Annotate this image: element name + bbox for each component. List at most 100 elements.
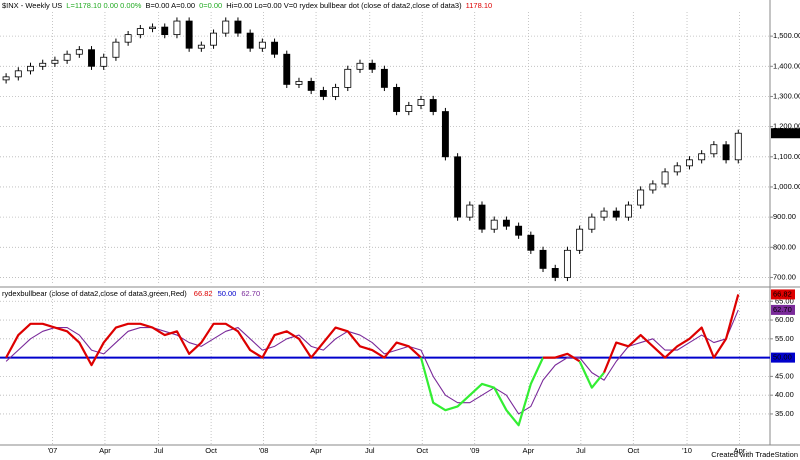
indicator-line	[603, 294, 740, 374]
x-tick-label: '09	[470, 446, 480, 455]
candle-body	[2, 76, 10, 81]
candle-body	[649, 183, 657, 191]
candle-body	[100, 56, 108, 67]
legend-value: 66.82	[194, 289, 213, 298]
x-tick-label: '07	[48, 446, 58, 455]
value-box	[771, 352, 795, 363]
candle-body	[136, 28, 144, 36]
candle-body	[197, 44, 205, 49]
candle-body	[319, 90, 327, 97]
candle-body	[307, 80, 315, 91]
indicator-line	[419, 357, 545, 427]
candle-body	[185, 20, 193, 49]
y-tick-label: 1,300.00	[773, 91, 800, 100]
header-item: B=0.00 A=0.00	[145, 1, 195, 10]
footer: Created with TradeStation	[711, 450, 798, 459]
x-tick-label: Apr	[523, 446, 535, 455]
y-tick-label: 65.00	[775, 296, 794, 305]
x-tick-label: Jul	[154, 446, 164, 455]
candle-body	[441, 111, 449, 158]
candle-body	[637, 189, 645, 206]
value-box	[771, 289, 795, 300]
candle-body	[88, 49, 95, 67]
value-box-label: 66.82	[773, 289, 792, 298]
y-tick-label: 800.00	[773, 242, 796, 251]
candle-body	[246, 32, 254, 49]
candle-body	[332, 87, 340, 97]
x-tick-label: Jul	[576, 446, 586, 455]
value-box-label: 62.70	[773, 305, 792, 314]
header-item: 0=0.00	[199, 1, 222, 10]
x-tick-label: Oct	[205, 446, 218, 455]
candle-body	[393, 87, 401, 112]
header-item: Hi=0.00 Lo=0.00 V=0 rydex bullbear dot (…	[226, 1, 462, 10]
candle-body	[149, 26, 156, 29]
candle-body	[551, 268, 559, 278]
candle-body	[210, 32, 218, 46]
candle-body	[368, 62, 376, 70]
y-tick-label: 35.00	[775, 409, 794, 418]
x-tick-label: '10	[682, 446, 692, 455]
y-tick-label: 1,500.00	[773, 31, 800, 40]
candle-body	[661, 171, 669, 185]
candle-body	[417, 99, 425, 106]
candle-body	[588, 216, 596, 230]
candle-body	[75, 49, 83, 55]
candle-body	[722, 144, 730, 161]
header: $INX - Weekly US L=1178.10 0.00 0.00% B=0.…	[2, 1, 492, 10]
candle-body	[222, 20, 230, 34]
indicator-title: rydexbullbear (close of data2,close of d…	[2, 289, 187, 298]
x-tick-label: Oct	[627, 446, 640, 455]
y-tick-label: 55.00	[775, 334, 794, 343]
indicator-line	[543, 352, 581, 363]
candle-body	[234, 20, 242, 34]
y-tick-label: 40.00	[775, 390, 794, 399]
candle-body	[39, 62, 47, 67]
candle-body	[112, 41, 120, 58]
x-tick-label: Apr	[734, 446, 746, 455]
candle-body	[600, 210, 608, 218]
y-tick-label: 1,400.00	[773, 61, 800, 70]
y-tick-label: 1,200.00	[773, 122, 800, 131]
indicator-line	[578, 360, 605, 389]
candle-body	[490, 219, 498, 230]
last-price-label: 1,178.10	[772, 128, 800, 137]
candle-body	[380, 68, 388, 88]
candle-body	[686, 159, 693, 167]
value-box-label: 50.00	[773, 353, 792, 362]
candle-body	[295, 80, 303, 85]
candle-body	[271, 41, 279, 55]
y-tick-label: 45.00	[775, 371, 794, 380]
candle-body	[14, 70, 22, 78]
candle-body	[734, 132, 742, 161]
candle-body	[673, 165, 681, 173]
candle-body	[51, 59, 59, 64]
indicator-line	[5, 309, 739, 415]
candle-body	[63, 53, 71, 61]
candle-body	[27, 65, 34, 72]
candle-body	[612, 210, 620, 218]
y-tick-label: 1,100.00	[773, 152, 800, 161]
x-tick-label: '08	[259, 446, 269, 455]
indicator-line	[5, 322, 422, 367]
y-tick-label: 60.00	[775, 315, 794, 324]
header-item: L=1178.10 0.00 0.00%	[66, 1, 141, 10]
candle-body	[258, 41, 266, 49]
candle-body	[466, 204, 474, 218]
value-box	[771, 304, 795, 315]
y-tick-label: 700.00	[773, 272, 796, 281]
y-tick-label: 1,000.00	[773, 182, 800, 191]
x-tick-label: Apr	[99, 446, 111, 455]
last-price-box	[771, 128, 800, 139]
candle-body	[624, 204, 632, 218]
x-tick-label: Oct	[416, 446, 429, 455]
indicator-legend: rydexbullbear (close of data2,close of d…	[2, 289, 260, 298]
candle-body	[454, 156, 462, 218]
candle-body	[527, 234, 535, 251]
candle-body	[698, 153, 706, 161]
candle-body	[429, 99, 437, 112]
candle-body	[283, 53, 291, 85]
candle-body	[405, 105, 413, 112]
